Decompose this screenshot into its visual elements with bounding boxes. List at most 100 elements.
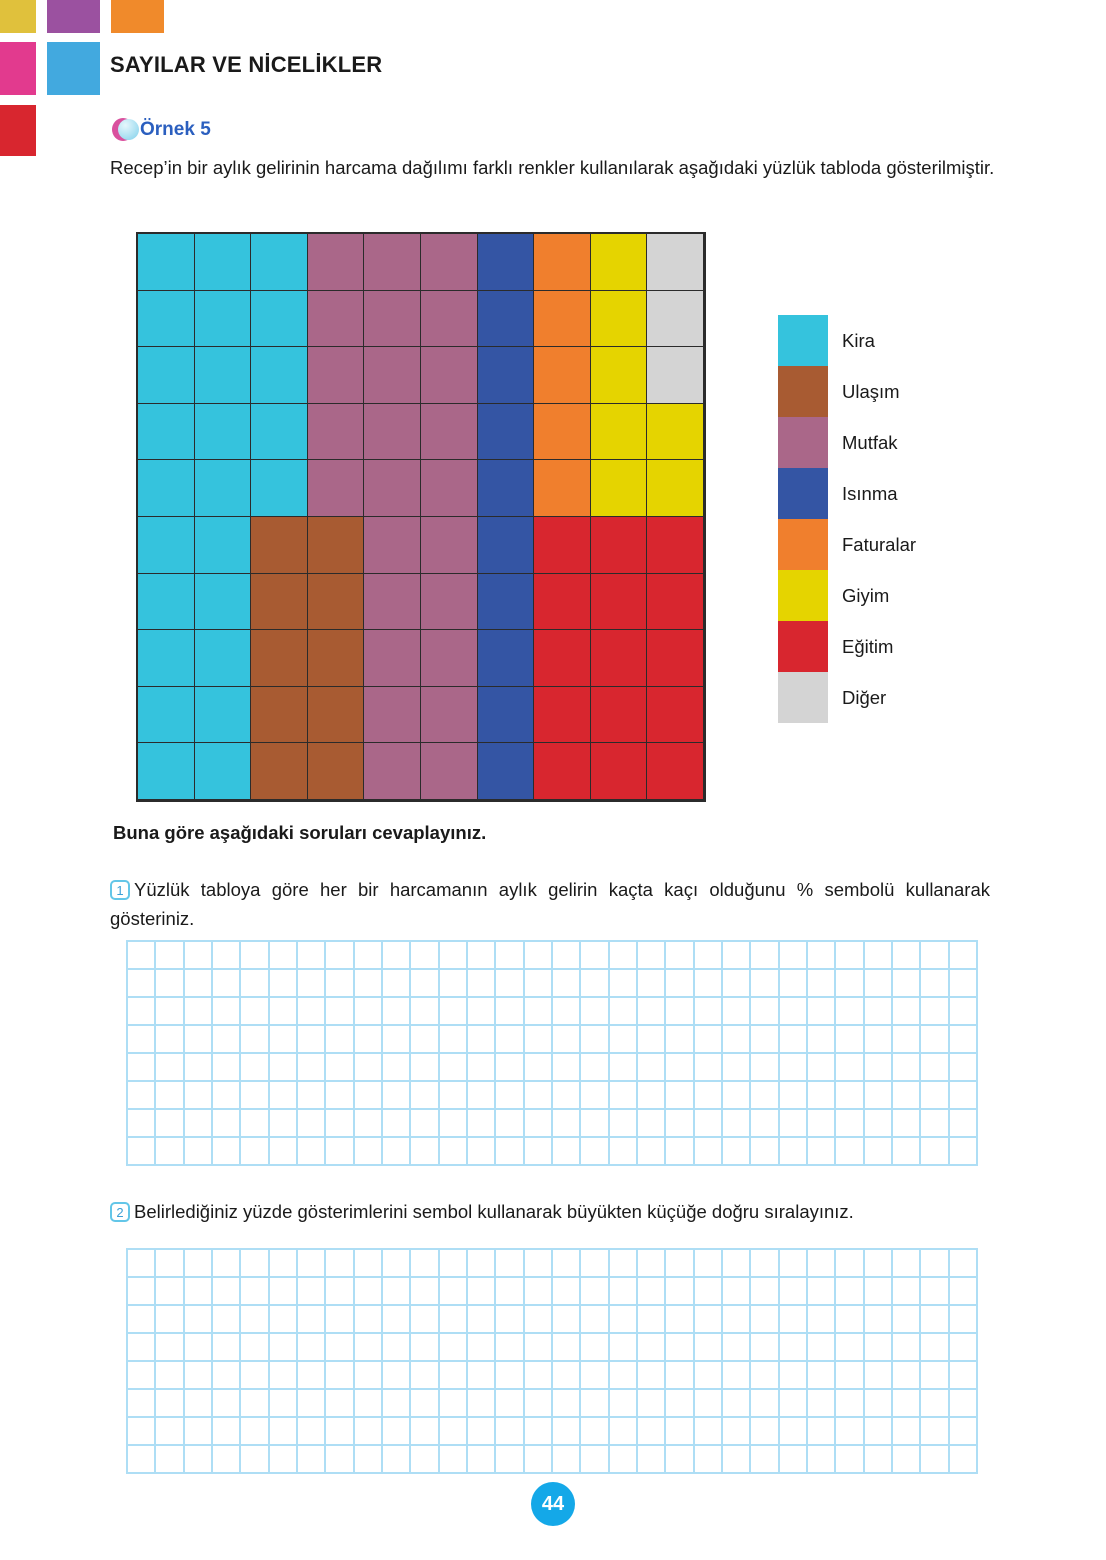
- answer-cell[interactable]: [439, 942, 468, 970]
- answer-cell[interactable]: [411, 1334, 440, 1362]
- answer-cell[interactable]: [723, 1278, 752, 1306]
- answer-cell[interactable]: [836, 1306, 865, 1334]
- answer-cell[interactable]: [949, 1082, 978, 1110]
- answer-cell[interactable]: [298, 998, 327, 1026]
- answer-cell[interactable]: [496, 1110, 525, 1138]
- answer-cell[interactable]: [213, 1334, 242, 1362]
- answer-cell[interactable]: [411, 1054, 440, 1082]
- answer-cell[interactable]: [241, 1138, 270, 1166]
- answer-cell[interactable]: [808, 1362, 837, 1390]
- answer-cell[interactable]: [128, 1362, 157, 1390]
- answer-cell[interactable]: [581, 1306, 610, 1334]
- answer-cell[interactable]: [184, 1110, 213, 1138]
- answer-cell[interactable]: [439, 1306, 468, 1334]
- answer-cell[interactable]: [808, 1138, 837, 1166]
- answer-cell[interactable]: [213, 970, 242, 998]
- answer-cell[interactable]: [524, 1306, 553, 1334]
- answer-cell[interactable]: [694, 1334, 723, 1362]
- answer-cell[interactable]: [864, 1278, 893, 1306]
- answer-cell[interactable]: [156, 1362, 185, 1390]
- answer-cell[interactable]: [241, 1334, 270, 1362]
- answer-cell[interactable]: [666, 1110, 695, 1138]
- answer-cell[interactable]: [751, 1446, 780, 1474]
- answer-cell[interactable]: [893, 1054, 922, 1082]
- answer-cell[interactable]: [354, 1446, 383, 1474]
- answer-cell[interactable]: [269, 1138, 298, 1166]
- answer-cell[interactable]: [383, 970, 412, 998]
- answer-cell[interactable]: [553, 970, 582, 998]
- answer-cell[interactable]: [779, 1110, 808, 1138]
- answer-cell[interactable]: [156, 1446, 185, 1474]
- answer-cell[interactable]: [326, 1418, 355, 1446]
- answer-cell[interactable]: [864, 1306, 893, 1334]
- answer-cell[interactable]: [439, 998, 468, 1026]
- answer-cell[interactable]: [269, 1418, 298, 1446]
- answer-cell[interactable]: [893, 1278, 922, 1306]
- answer-cell[interactable]: [609, 1446, 638, 1474]
- answer-cell[interactable]: [666, 1250, 695, 1278]
- answer-cell[interactable]: [921, 998, 950, 1026]
- answer-cell[interactable]: [383, 1362, 412, 1390]
- answer-cell[interactable]: [128, 970, 157, 998]
- answer-cell[interactable]: [893, 1138, 922, 1166]
- answer-cell[interactable]: [354, 1082, 383, 1110]
- answer-cell[interactable]: [156, 998, 185, 1026]
- answer-cell[interactable]: [128, 1138, 157, 1166]
- answer-cell[interactable]: [893, 1250, 922, 1278]
- answer-cell[interactable]: [836, 1362, 865, 1390]
- answer-cell[interactable]: [411, 1026, 440, 1054]
- answer-cell[interactable]: [241, 1026, 270, 1054]
- answer-cell[interactable]: [921, 1110, 950, 1138]
- answer-cell[interactable]: [751, 1362, 780, 1390]
- answer-cell[interactable]: [836, 1026, 865, 1054]
- answer-cell[interactable]: [864, 1390, 893, 1418]
- answer-cell[interactable]: [949, 1054, 978, 1082]
- answer-cell[interactable]: [609, 1026, 638, 1054]
- answer-cell[interactable]: [751, 1418, 780, 1446]
- answer-cell[interactable]: [383, 1110, 412, 1138]
- answer-cell[interactable]: [921, 942, 950, 970]
- answer-cell[interactable]: [723, 1418, 752, 1446]
- answer-cell[interactable]: [326, 1334, 355, 1362]
- answer-cell[interactable]: [553, 1334, 582, 1362]
- answer-cell[interactable]: [694, 1026, 723, 1054]
- answer-cell[interactable]: [128, 1390, 157, 1418]
- answer-cell[interactable]: [553, 1054, 582, 1082]
- answer-cell[interactable]: [581, 1278, 610, 1306]
- answer-cell[interactable]: [638, 1418, 667, 1446]
- answer-cell[interactable]: [156, 1026, 185, 1054]
- answer-cell[interactable]: [779, 1054, 808, 1082]
- answer-cell[interactable]: [836, 1390, 865, 1418]
- answer-cell[interactable]: [723, 1026, 752, 1054]
- answer-cell[interactable]: [213, 1362, 242, 1390]
- answer-cell[interactable]: [326, 1390, 355, 1418]
- answer-cell[interactable]: [468, 1110, 497, 1138]
- answer-cell[interactable]: [241, 970, 270, 998]
- answer-cell[interactable]: [354, 1278, 383, 1306]
- answer-cell[interactable]: [864, 942, 893, 970]
- answer-cell[interactable]: [609, 1418, 638, 1446]
- answer-cell[interactable]: [326, 1278, 355, 1306]
- answer-cell[interactable]: [836, 1418, 865, 1446]
- answer-cell[interactable]: [921, 1334, 950, 1362]
- answer-cell[interactable]: [524, 1418, 553, 1446]
- answer-cell[interactable]: [496, 1026, 525, 1054]
- answer-cell[interactable]: [893, 1334, 922, 1362]
- answer-cell[interactable]: [354, 1110, 383, 1138]
- answer-cell[interactable]: [439, 1418, 468, 1446]
- answer-cell[interactable]: [694, 1306, 723, 1334]
- answer-cell[interactable]: [921, 1026, 950, 1054]
- answer-cell[interactable]: [184, 998, 213, 1026]
- answer-cell[interactable]: [949, 1278, 978, 1306]
- answer-cell[interactable]: [666, 942, 695, 970]
- answer-cell[interactable]: [581, 1334, 610, 1362]
- answer-cell[interactable]: [808, 1446, 837, 1474]
- answer-cell[interactable]: [128, 1418, 157, 1446]
- answer-cell[interactable]: [694, 1390, 723, 1418]
- answer-cell[interactable]: [864, 1446, 893, 1474]
- answer-cell[interactable]: [893, 1446, 922, 1474]
- answer-cell[interactable]: [524, 998, 553, 1026]
- answer-cell[interactable]: [354, 1418, 383, 1446]
- answer-cell[interactable]: [213, 1390, 242, 1418]
- answer-cell[interactable]: [184, 1362, 213, 1390]
